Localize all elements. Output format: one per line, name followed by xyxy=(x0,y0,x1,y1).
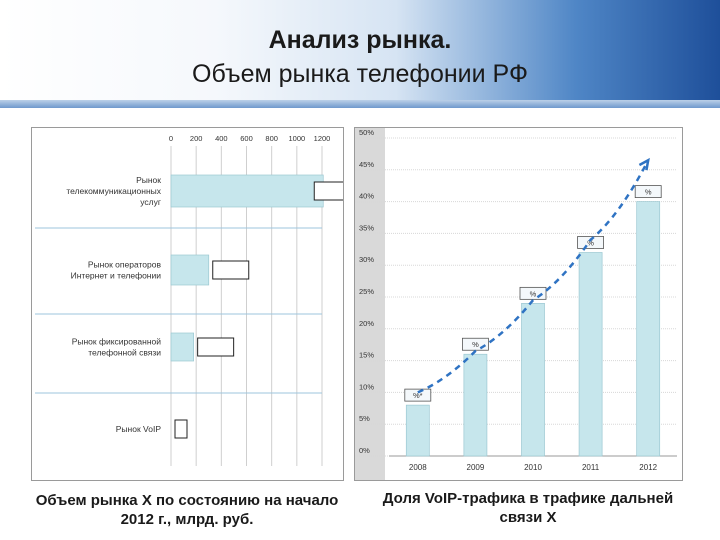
trend-line xyxy=(417,159,650,394)
value-label-box xyxy=(197,337,235,357)
y-tick-label: 5% xyxy=(359,414,370,423)
data-label-box xyxy=(577,236,605,249)
left-chart-caption: Объем рынка X по состоянию на начало 201… xyxy=(35,492,339,528)
slide-title: Анализ рынка. xyxy=(268,26,452,54)
x-tick-label: 200 xyxy=(190,134,203,143)
bar xyxy=(170,332,194,362)
data-label: % xyxy=(587,238,594,247)
x-tick-label: 600 xyxy=(240,134,253,143)
bar xyxy=(636,201,661,457)
y-axis-strip xyxy=(355,128,385,480)
y-tick-label: 35% xyxy=(359,223,374,232)
category-label: Рынок операторов xyxy=(88,260,162,270)
y-tick-label: 45% xyxy=(359,160,374,169)
bar xyxy=(170,254,210,286)
slide-header xyxy=(0,0,720,108)
category-label: Интернет и телефонии xyxy=(71,271,162,281)
bar xyxy=(405,404,430,457)
bar xyxy=(578,252,603,457)
y-tick-label: 40% xyxy=(359,192,374,201)
x-tick-label: 2012 xyxy=(639,463,657,472)
category-label: телекоммуникационных xyxy=(66,186,161,196)
market-volume-chart: 0 200 400 600 800 1000 1200 Рыноктелекоммуникац… xyxy=(35,134,351,466)
value-label-box xyxy=(313,181,351,201)
right-chart-caption: Доля VoIP-трафика в трафике дальней связ… xyxy=(382,490,674,526)
x-tick-label: 2011 xyxy=(582,463,600,472)
data-label: %* xyxy=(413,391,423,400)
slide-subtitle: Объем рынка телефонии РФ xyxy=(192,60,528,88)
data-label: % xyxy=(472,340,479,349)
voip-share-chart: 0% 5% 10% 15% 20% 25% 30% 35% 40% 45% 50% 2008 %* 200… xyxy=(355,128,677,480)
y-tick-label: 10% xyxy=(359,382,374,391)
y-tick-label: 30% xyxy=(359,255,374,264)
data-label-box xyxy=(404,388,432,402)
data-label: % xyxy=(530,289,537,298)
category-label: услуг xyxy=(140,197,161,207)
x-tick-label: 2009 xyxy=(467,463,485,472)
y-tick-label: 0% xyxy=(359,446,370,455)
category-label: Рынок xyxy=(136,175,161,185)
y-tick-label: 25% xyxy=(359,287,374,296)
data-label: % xyxy=(645,188,652,197)
x-tick-label: 2010 xyxy=(524,463,542,472)
bar xyxy=(521,303,545,457)
x-tick-label: 0 xyxy=(169,134,173,143)
category-label: Рынок фиксированной xyxy=(72,337,162,347)
right-chart-panel: 0% 5% 10% 15% 20% 25% 30% 35% 40% 45% 50% 2008 %* 200… xyxy=(354,127,683,481)
x-tick-label: 800 xyxy=(265,134,278,143)
data-label-box xyxy=(634,185,662,198)
trend-arrowhead xyxy=(638,157,650,171)
x-tick-label: 2008 xyxy=(409,463,427,472)
category-label: телефонной связи xyxy=(88,348,161,358)
bar xyxy=(463,353,488,457)
y-tick-label: 15% xyxy=(359,351,374,360)
value-label-box xyxy=(174,419,188,439)
category-label: Рынок VoIP xyxy=(116,424,162,434)
header-shadow-strip xyxy=(0,100,720,108)
y-tick-label: 50% xyxy=(359,128,374,137)
x-tick-label: 1000 xyxy=(288,134,305,143)
x-tick-label: 1200 xyxy=(314,134,331,143)
x-tick-label: 400 xyxy=(215,134,228,143)
bar xyxy=(170,174,324,208)
y-tick-label: 20% xyxy=(359,319,374,328)
value-label-box xyxy=(212,260,250,280)
left-chart-panel: 0 200 400 600 800 1000 1200 Рынок телекоммуникац… xyxy=(31,127,351,481)
